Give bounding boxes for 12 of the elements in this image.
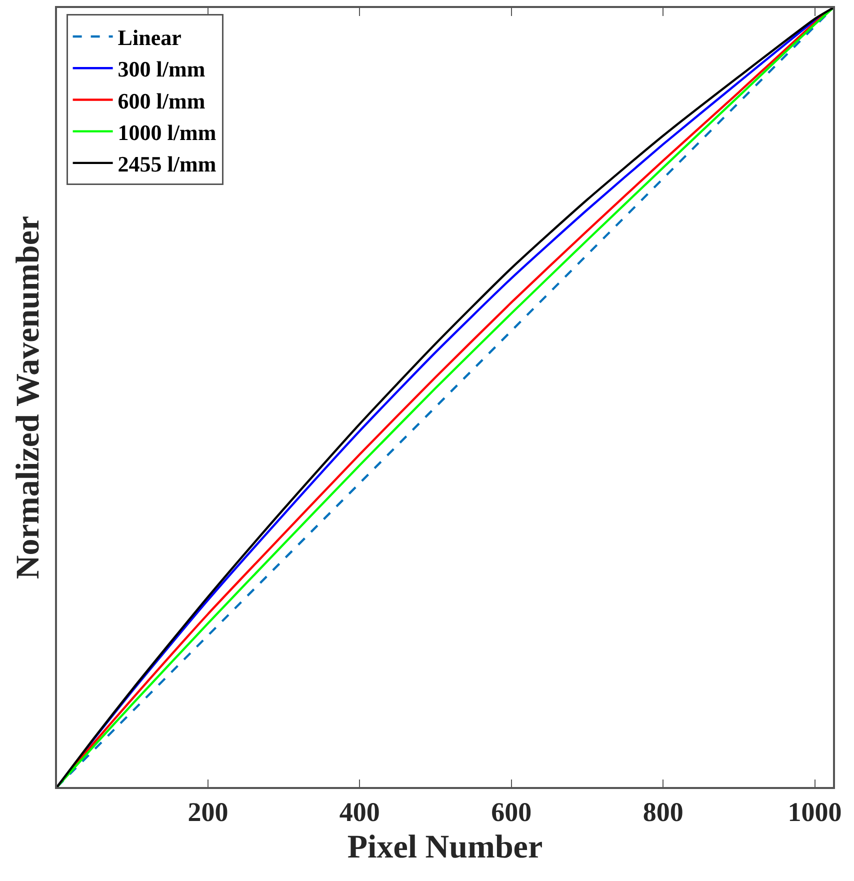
x-tick-label: 600 bbox=[491, 797, 532, 828]
x-axis-title: Pixel Number bbox=[347, 829, 543, 866]
legend-label: 600 l/mm bbox=[118, 88, 206, 114]
legend-label: 1000 l/mm bbox=[118, 120, 216, 145]
x-tick-label: 1000 bbox=[788, 797, 842, 828]
y-axis-title: Normalized Wavenumber bbox=[10, 216, 47, 580]
x-tick-label: 800 bbox=[642, 797, 684, 828]
legend-label: 300 l/mm bbox=[118, 56, 206, 82]
x-tick-label: 200 bbox=[188, 797, 228, 828]
legend-label: Linear bbox=[118, 25, 182, 50]
legend-label: 2455 l/mm bbox=[118, 152, 216, 177]
x-tick-label: 400 bbox=[339, 797, 380, 828]
